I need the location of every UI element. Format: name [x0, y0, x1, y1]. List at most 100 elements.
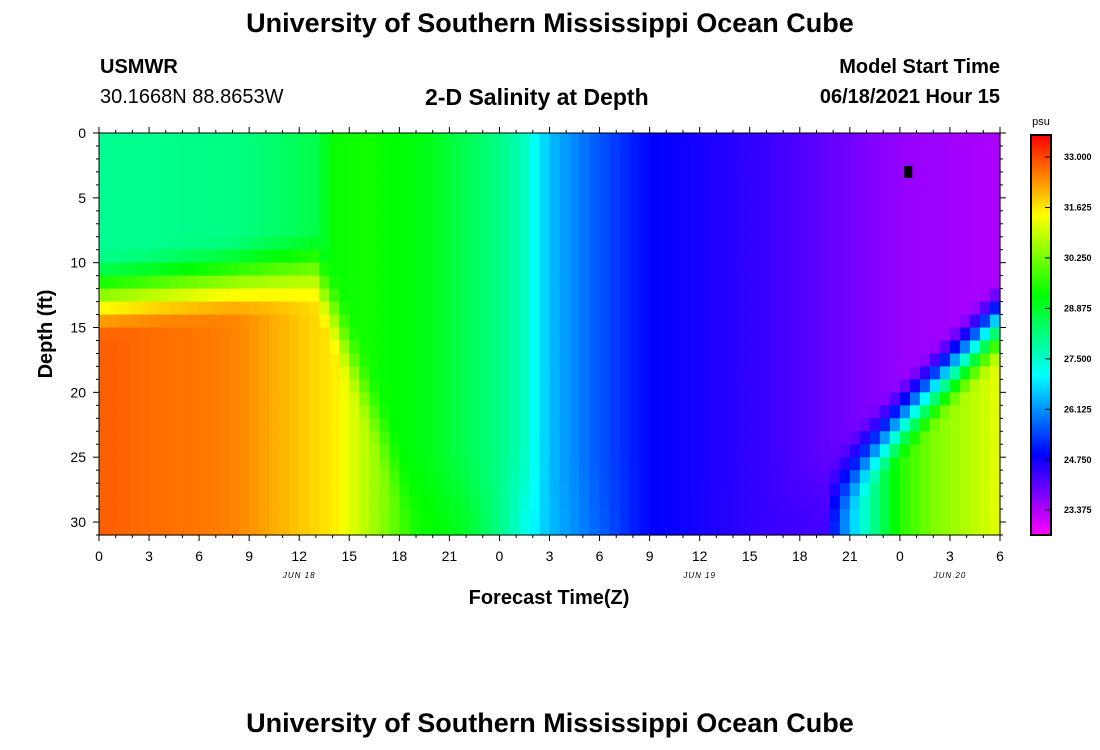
heatmap-cell [669, 301, 681, 316]
heatmap-cell [129, 457, 140, 471]
heatmap-cell [949, 314, 961, 329]
heatmap-cell [599, 353, 611, 368]
heatmap-cell [669, 223, 681, 238]
heatmap-cell [239, 288, 250, 303]
heatmap-cell [879, 184, 891, 199]
heatmap-cell [389, 353, 400, 368]
heatmap-cell [569, 405, 581, 419]
heatmap-cell [599, 444, 611, 458]
heatmap-cell [419, 444, 430, 458]
heatmap-cell [359, 444, 370, 458]
heatmap-cell [129, 275, 140, 290]
heatmap-cell [919, 288, 931, 303]
heatmap-cell [159, 340, 170, 355]
heatmap-cell [459, 327, 471, 342]
heatmap-cell [749, 275, 761, 290]
heatmap-cell [759, 379, 771, 393]
heatmap-cell [329, 470, 340, 484]
heatmap-cell [989, 210, 1001, 225]
heatmap-cell [369, 457, 380, 471]
heatmap-cell [669, 431, 681, 445]
heatmap-cell [359, 496, 370, 510]
heatmap-cell [279, 133, 290, 147]
heatmap-cell [929, 496, 941, 510]
heatmap-cell [329, 418, 340, 432]
heatmap-cell [839, 327, 851, 342]
heatmap-cell [929, 275, 941, 290]
heatmap-cell [299, 301, 310, 316]
heatmap-cell [669, 184, 681, 199]
heatmap-cell [729, 366, 741, 380]
heatmap-cell [439, 288, 450, 303]
heatmap-cell [889, 158, 901, 173]
heatmap-cell [109, 210, 120, 225]
heatmap-cell [609, 223, 621, 238]
heatmap-cell [959, 431, 971, 445]
heatmap-cell [219, 340, 230, 355]
heatmap-cell [269, 392, 280, 406]
heatmap-cell [309, 171, 320, 186]
heatmap-cell [839, 405, 851, 419]
heatmap-cell [819, 366, 831, 380]
heatmap-cell [339, 158, 350, 173]
heatmap-cell [499, 145, 511, 160]
heatmap-cell [959, 275, 971, 290]
heatmap-cell [539, 275, 551, 290]
heatmap-cell [219, 301, 230, 316]
heatmap-cell [449, 522, 460, 536]
heatmap-cell [229, 133, 240, 147]
heatmap-cell [459, 197, 471, 212]
heatmap-cell [249, 210, 260, 225]
heatmap-cell [609, 431, 621, 445]
heatmap-cell [929, 223, 941, 238]
heatmap-cell [149, 405, 160, 419]
heatmap-cell [699, 522, 711, 536]
heatmap-cell [369, 288, 380, 303]
heatmap-cell [359, 483, 370, 497]
heatmap-cell [529, 457, 541, 471]
heatmap-cell [439, 158, 450, 173]
heatmap-cell [929, 522, 941, 536]
heatmap-cell [409, 236, 420, 251]
heatmap-cell [949, 353, 961, 368]
heatmap-cell [469, 145, 481, 160]
heatmap-cell [849, 405, 861, 419]
heatmap-cell [799, 314, 811, 329]
heatmap-cell [239, 379, 250, 393]
heatmap-cell [639, 301, 651, 316]
heatmap-cell [189, 301, 200, 316]
heatmap-cell [939, 171, 951, 186]
heatmap-cell [799, 457, 811, 471]
heatmap-cell [99, 366, 110, 380]
heatmap-cell [389, 158, 400, 173]
x-tick-label: 0 [95, 548, 103, 564]
heatmap-cell [559, 353, 571, 368]
heatmap-cell [849, 522, 861, 536]
heatmap-cell [799, 249, 811, 264]
heatmap-cell [779, 340, 791, 355]
heatmap-cell [119, 444, 130, 458]
heatmap-cell [479, 444, 491, 458]
heatmap-cell [739, 275, 751, 290]
heatmap-cell [649, 340, 661, 355]
heatmap-cell [539, 158, 551, 173]
heatmap-cell [689, 470, 701, 484]
heatmap-cell [899, 496, 911, 510]
heatmap-cell [179, 171, 190, 186]
heatmap-cell [819, 210, 831, 225]
heatmap-cell [139, 405, 150, 419]
heatmap-cell [339, 145, 350, 160]
heatmap-cell [579, 457, 591, 471]
heatmap-cell [659, 392, 671, 406]
heatmap-cell [629, 171, 641, 186]
heatmap-cell [309, 197, 320, 212]
heatmap-cell [589, 340, 601, 355]
heatmap-cell [979, 522, 991, 536]
heatmap-cell [289, 522, 300, 536]
heatmap-cell [899, 314, 911, 329]
heatmap-cell [329, 379, 340, 393]
heatmap-cell [419, 457, 430, 471]
heatmap-cell [499, 405, 511, 419]
heatmap-cell [319, 301, 330, 316]
heatmap-cell [819, 197, 831, 212]
